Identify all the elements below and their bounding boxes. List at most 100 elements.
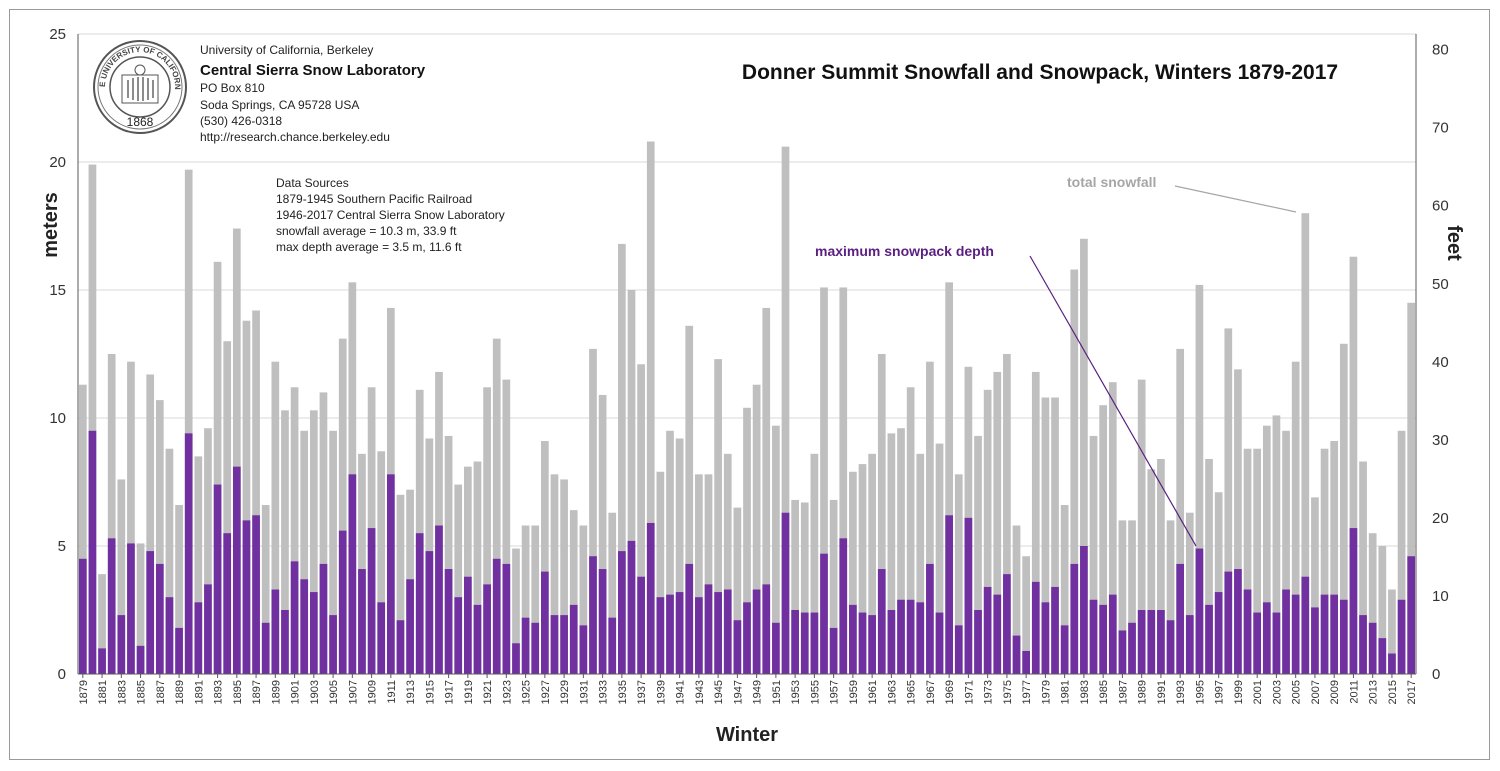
x-tick-label: 2015 xyxy=(1387,680,1399,704)
snowpack-depth-bar xyxy=(1022,650,1031,674)
snowpack-depth-bar xyxy=(213,484,222,674)
data-sources-line-4: snowfall average = 10.3 m, 33.9 ft xyxy=(276,224,457,238)
total-snowfall-bar xyxy=(1368,533,1377,674)
snowpack-depth-bar xyxy=(136,645,145,674)
snowpack-depth-bar xyxy=(155,563,164,674)
x-tick-label: 1973 xyxy=(983,680,995,704)
total-snowfall-bar xyxy=(319,392,328,674)
total-snowfall-bar xyxy=(1051,397,1059,674)
x-tick-label: 1895 xyxy=(232,680,244,704)
total-snowfall-bar xyxy=(666,430,674,674)
snowpack-depth-bar xyxy=(839,538,848,674)
snowpack-depth-bar xyxy=(1359,615,1367,674)
total-snowfall-bar xyxy=(1330,441,1339,674)
total-snowfall-bar xyxy=(752,384,761,674)
snowpack-depth-bar xyxy=(194,602,203,674)
x-tick-label: 1981 xyxy=(1060,680,1072,704)
total-snowfall-bar xyxy=(1118,520,1127,674)
snowpack-depth-bar xyxy=(1388,653,1396,674)
x-tick-label: 1943 xyxy=(694,680,706,704)
total-snowfall-bars xyxy=(78,141,1416,675)
data-sources-line-1: Data Sources xyxy=(276,176,349,190)
total-snowfall-bar xyxy=(98,574,106,674)
x-tick-label: 1897 xyxy=(251,680,263,704)
x-tick-label: 1879 xyxy=(78,680,90,704)
snowpack-depth-bar xyxy=(348,474,357,674)
x-tick-label: 1921 xyxy=(482,680,494,704)
snowpack-depth-bar xyxy=(1205,604,1213,674)
y-right-tick-label: 30 xyxy=(1432,432,1449,449)
y-right-tick-label: 40 xyxy=(1432,354,1449,371)
total-snowfall-bar xyxy=(1311,497,1319,674)
snowpack-annotation: maximum snowpack depth xyxy=(815,243,994,259)
total-snowfall-bar xyxy=(1099,405,1108,674)
snowpack-depth-bar xyxy=(261,622,270,674)
x-tick-label: 1975 xyxy=(1002,680,1014,704)
x-tick-label: 1945 xyxy=(713,680,725,704)
snowpack-depth-bar xyxy=(954,625,963,674)
snowpack-depth-bar xyxy=(88,430,97,674)
snowpack-depth-bar xyxy=(1060,625,1069,674)
total-snowfall-bar xyxy=(608,512,617,674)
snowpack-depth-bar xyxy=(396,620,405,674)
total-snowfall-bar xyxy=(1339,343,1348,674)
total-snowfall-bar xyxy=(78,384,87,674)
info-line-4: Soda Springs, CA 95728 USA xyxy=(200,98,359,112)
total-snowfall-bar xyxy=(800,502,809,674)
x-tick-label: 1967 xyxy=(925,680,937,704)
total-snowfall-bar xyxy=(1253,448,1262,674)
snowpack-depth-bar xyxy=(107,538,116,674)
snowpack-depth-bar xyxy=(675,592,684,674)
total-snowfall-bar xyxy=(213,261,222,674)
total-snowfall-bar xyxy=(1176,348,1185,674)
snowpack-depth-bar xyxy=(868,615,876,674)
snowpack-depth-bar xyxy=(358,569,366,674)
total-snowfall-bar xyxy=(887,433,896,674)
total-snowfall-bar xyxy=(435,371,443,674)
snowpack-depth-bar xyxy=(704,584,713,674)
snowpack-depth-bar xyxy=(656,597,665,674)
snowpack-depth-bar xyxy=(98,648,106,674)
snowpack-depth-bar xyxy=(329,615,337,674)
total-snowfall-bar xyxy=(117,479,126,674)
total-snowfall-bar xyxy=(1089,435,1098,674)
total-snowfall-bar xyxy=(1012,525,1021,674)
snowpack-depth-bar xyxy=(685,563,694,674)
snowpack-depth-bar xyxy=(521,617,530,674)
total-snowfall-bar xyxy=(974,435,982,674)
snowpack-depth-bar xyxy=(849,604,857,674)
snowpack-depth-bar xyxy=(338,530,347,674)
total-snowfall-bar xyxy=(136,543,145,674)
snowpack-depth-bar xyxy=(1080,546,1088,674)
total-snowfall-bar xyxy=(762,307,771,674)
university-seal-icon: THE UNIVERSITY OF CALIFORNIA 1868 xyxy=(0,0,187,134)
x-axis-ticks: 1879 1881 1883 1885 1887 1889 1891 1893 1895 1897… xyxy=(78,674,1418,704)
x-tick-label: 1911 xyxy=(386,680,398,704)
snowpack-depth-bar xyxy=(1128,622,1136,674)
total-snowfall-bar xyxy=(1147,469,1156,674)
snowpack-depth-bar xyxy=(1195,548,1204,674)
total-snowfall-bar xyxy=(772,425,780,674)
snowpack-depth-bar xyxy=(618,551,626,674)
snowpack-depth-bar xyxy=(993,594,1002,674)
total-snowfall-bar xyxy=(1301,213,1310,674)
snowpack-depth-bar xyxy=(1378,638,1387,674)
x-tick-label: 1955 xyxy=(809,680,821,704)
snowpack-depth-bar xyxy=(974,610,982,674)
x-tick-label: 1995 xyxy=(1194,680,1206,704)
snowpack-depth-bar xyxy=(1176,563,1185,674)
total-snowfall-bar xyxy=(820,287,828,674)
total-snowfall-bar xyxy=(1397,430,1406,674)
y-left-tick-label: 5 xyxy=(58,538,66,555)
total-snowfall-bar xyxy=(791,499,799,674)
x-tick-label: 1963 xyxy=(886,680,898,704)
snowpack-depth-bar xyxy=(309,592,318,674)
y-left-tick-label: 15 xyxy=(49,282,66,299)
total-snowfall-bar xyxy=(589,348,597,674)
total-snowfall-bar xyxy=(88,164,97,674)
x-tick-label: 2005 xyxy=(1291,680,1303,704)
x-tick-label: 1909 xyxy=(367,680,379,704)
total-snowfall-bar xyxy=(175,505,183,674)
snowpack-depth-bar xyxy=(1118,630,1127,674)
